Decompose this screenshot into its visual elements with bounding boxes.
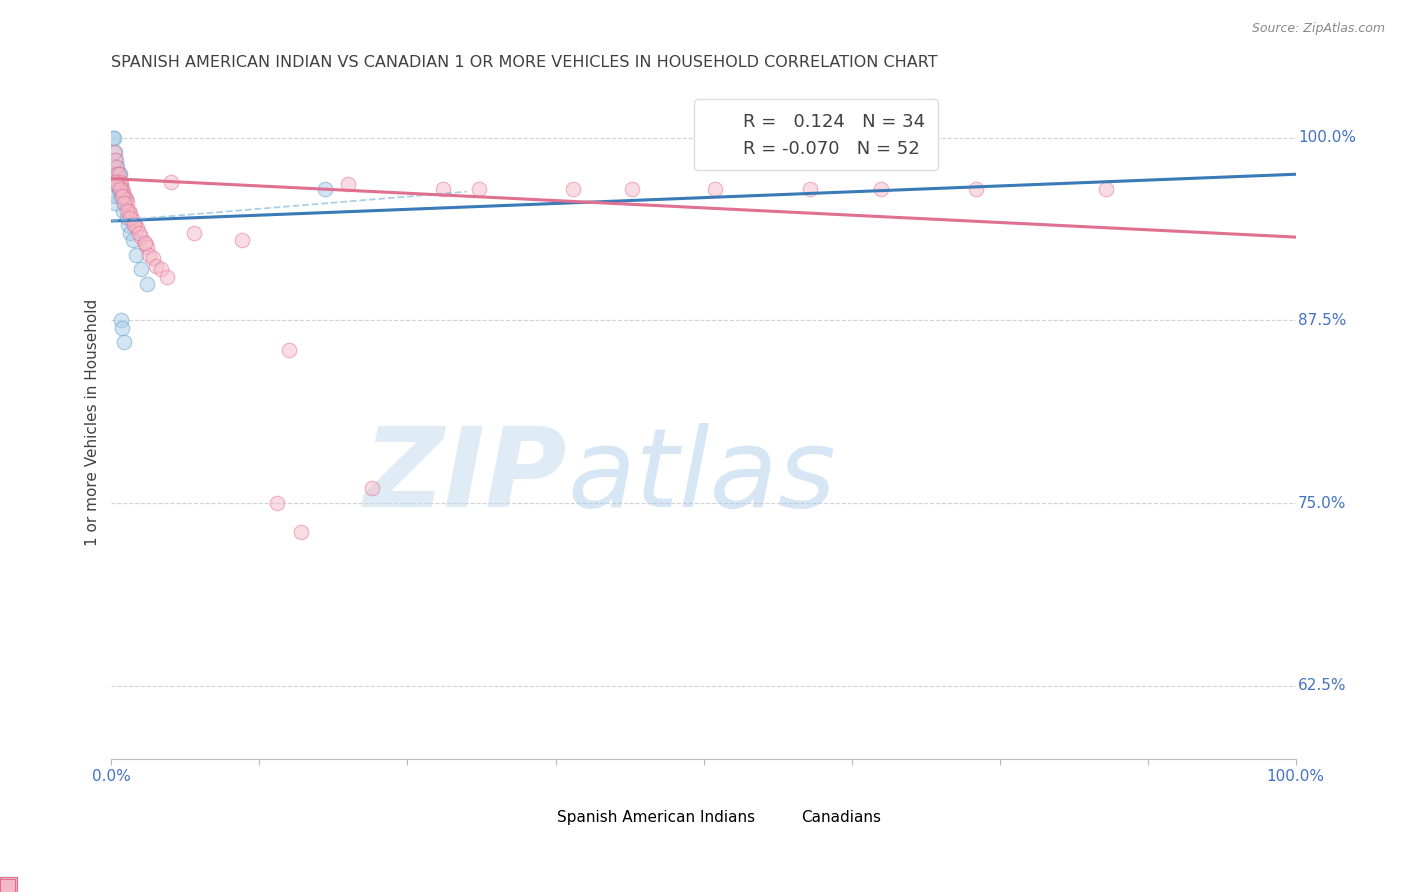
Point: [361, 482, 384, 496]
Point: [183, 226, 205, 240]
Point: [110, 189, 132, 203]
Point: [120, 207, 142, 221]
Point: [104, 175, 127, 189]
Point: [129, 262, 152, 277]
Point: [104, 153, 127, 167]
Text: Source: ZipAtlas.com: Source: ZipAtlas.com: [1251, 22, 1385, 36]
Point: [108, 175, 131, 189]
Point: [231, 233, 253, 247]
Point: [111, 189, 134, 203]
Point: [114, 192, 136, 206]
Text: 87.5%: 87.5%: [1298, 313, 1347, 328]
Point: [128, 226, 150, 240]
Point: [108, 167, 131, 181]
Point: [138, 247, 160, 261]
Point: [799, 182, 821, 196]
Point: [290, 525, 312, 540]
Point: [101, 130, 124, 145]
Point: [115, 196, 138, 211]
Point: [124, 219, 146, 233]
Point: [278, 343, 301, 357]
Point: [105, 189, 128, 203]
Point: [120, 226, 142, 240]
Point: [110, 178, 132, 192]
Point: [314, 182, 336, 196]
Point: [142, 251, 165, 265]
Point: [107, 182, 129, 196]
Point: [114, 335, 136, 350]
Y-axis label: 1 or more Vehicles in Household: 1 or more Vehicles in Household: [86, 299, 100, 546]
Point: [127, 221, 149, 235]
Text: atlas: atlas: [568, 423, 837, 530]
Point: [134, 235, 156, 250]
Point: [103, 145, 125, 160]
Point: [467, 182, 489, 196]
Point: [108, 189, 131, 203]
Point: [103, 130, 125, 145]
Text: SPANISH AMERICAN INDIAN VS CANADIAN 1 OR MORE VEHICLES IN HOUSEHOLD CORRELATION : SPANISH AMERICAN INDIAN VS CANADIAN 1 OR…: [111, 55, 938, 70]
Point: [105, 160, 128, 174]
Point: [965, 182, 987, 196]
Point: [107, 182, 129, 196]
Point: [136, 277, 159, 291]
Point: [432, 182, 454, 196]
Point: [114, 196, 136, 211]
Text: 75.0%: 75.0%: [1298, 496, 1347, 510]
Point: [156, 269, 179, 284]
Point: [110, 182, 132, 196]
Point: [122, 219, 145, 233]
Point: [159, 175, 181, 189]
Point: [104, 196, 127, 211]
Point: [105, 175, 128, 189]
Point: [114, 189, 136, 203]
Point: [112, 203, 135, 218]
Point: [105, 153, 128, 167]
Point: [105, 160, 128, 174]
Point: [562, 182, 585, 196]
Point: [110, 313, 132, 327]
Point: [111, 189, 134, 203]
Point: [111, 182, 134, 196]
Point: [621, 182, 644, 196]
Text: ZIP: ZIP: [364, 423, 568, 530]
Point: [105, 167, 128, 181]
Point: [870, 182, 893, 196]
Point: [134, 235, 156, 250]
Point: [337, 178, 360, 192]
Point: [121, 233, 143, 247]
Point: [112, 192, 135, 206]
Point: [125, 247, 148, 261]
Point: [105, 175, 128, 189]
Point: [136, 240, 159, 254]
Point: [105, 178, 128, 192]
Point: [266, 496, 288, 510]
Point: [108, 175, 131, 189]
Point: [129, 230, 152, 244]
Point: [114, 196, 136, 211]
Point: [150, 262, 173, 277]
Point: [120, 211, 142, 226]
Point: [115, 211, 138, 226]
Point: [112, 185, 135, 199]
Point: [114, 192, 136, 206]
Point: [111, 320, 134, 334]
Point: [115, 203, 138, 218]
Point: [107, 167, 129, 181]
Point: [704, 182, 727, 196]
Point: [107, 167, 129, 181]
Point: [121, 212, 143, 227]
Point: [118, 203, 141, 218]
Point: [117, 219, 139, 233]
Text: 62.5%: 62.5%: [1298, 678, 1347, 693]
Point: [145, 260, 167, 274]
Point: [1095, 182, 1118, 196]
Text: 100.0%: 100.0%: [1298, 130, 1355, 145]
Point: [104, 145, 127, 160]
Point: [105, 167, 128, 181]
Point: [108, 182, 131, 196]
Legend: Spanish American Indians, Canadians: Spanish American Indians, Canadians: [520, 804, 887, 831]
